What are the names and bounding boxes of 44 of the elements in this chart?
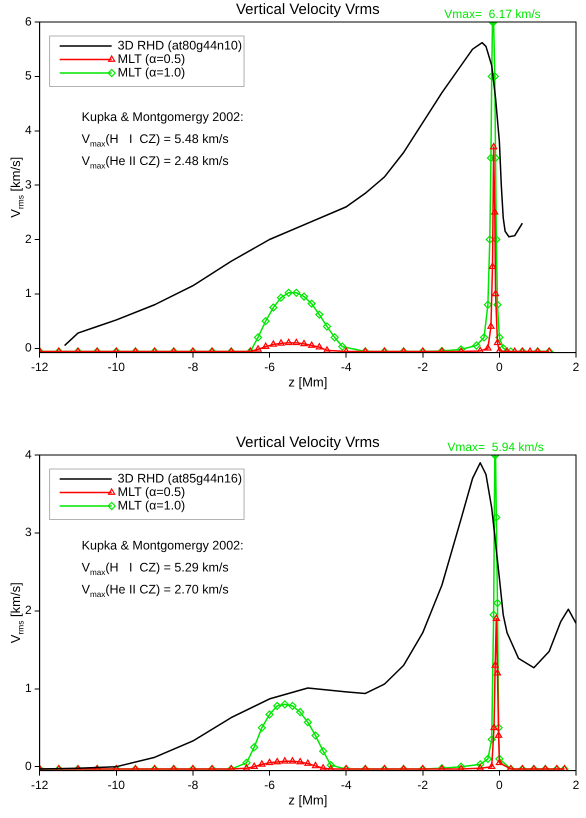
y-tick-label: 1 xyxy=(24,286,32,300)
y-tick-label: 4 xyxy=(24,123,32,138)
legend-label: MLT (α=1.0) xyxy=(118,498,186,512)
y-tick-label: 2 xyxy=(24,603,32,618)
x-tick-label: 0 xyxy=(496,360,504,374)
x-tick-label: -2 xyxy=(417,778,428,792)
x-tick-label: -6 xyxy=(264,360,276,374)
x-tick-label: -8 xyxy=(188,360,199,374)
x-axis-title: z [Mm] xyxy=(288,374,328,390)
annotation: Vmax= 5.94 km/s xyxy=(447,440,544,454)
legend-label: MLT (α=0.5) xyxy=(118,52,186,66)
y-tick-label: 0 xyxy=(24,759,32,774)
y-tick-label: 2 xyxy=(24,232,32,246)
x-tick-label: -12 xyxy=(31,360,49,374)
x-tick-label: -4 xyxy=(340,778,352,792)
y-tick-label: 3 xyxy=(24,177,32,192)
x-tick-label: 2 xyxy=(572,360,580,374)
x-tick-label: -12 xyxy=(31,778,49,792)
legend-label: MLT (α=1.0) xyxy=(118,65,186,80)
annotation: Vmax= 6.17 km/s xyxy=(444,7,541,21)
x-tick-label: -10 xyxy=(108,360,126,374)
chart-title: Vertical Velocity Vrms xyxy=(236,434,380,451)
y-axis-title: Vrms [km/s] xyxy=(8,582,26,644)
y-axis-title: Vrms [km/s] xyxy=(8,156,26,218)
x-tick-label: -4 xyxy=(340,360,352,374)
x-tick-label: 0 xyxy=(496,778,504,792)
x-tick-label: -2 xyxy=(417,360,428,374)
legend-label: 3D RHD (at80g44n10) xyxy=(118,38,242,52)
x-tick-label: -8 xyxy=(188,778,199,792)
y-tick-label: 0 xyxy=(24,340,32,355)
legend-label: MLT (α=0.5) xyxy=(118,484,186,499)
annotation: Kupka & Montgomergy 2002: xyxy=(82,538,244,553)
y-tick-label: 4 xyxy=(24,447,32,462)
y-tick-label: 3 xyxy=(24,525,32,540)
chart-title: Vertical Velocity Vrms xyxy=(236,1,380,18)
y-tick-label: 1 xyxy=(24,681,32,696)
x-tick-label: -10 xyxy=(108,778,126,792)
annotation: Kupka & Montgomergy 2002: xyxy=(82,110,244,124)
x-tick-label: 2 xyxy=(572,778,580,792)
y-tick-label: 6 xyxy=(24,14,32,28)
y-tick-label: 5 xyxy=(24,68,32,83)
x-axis-title: z [Mm] xyxy=(288,792,328,808)
legend-label: 3D RHD (at85g44n16) xyxy=(118,471,242,486)
x-tick-label: -6 xyxy=(264,778,276,792)
